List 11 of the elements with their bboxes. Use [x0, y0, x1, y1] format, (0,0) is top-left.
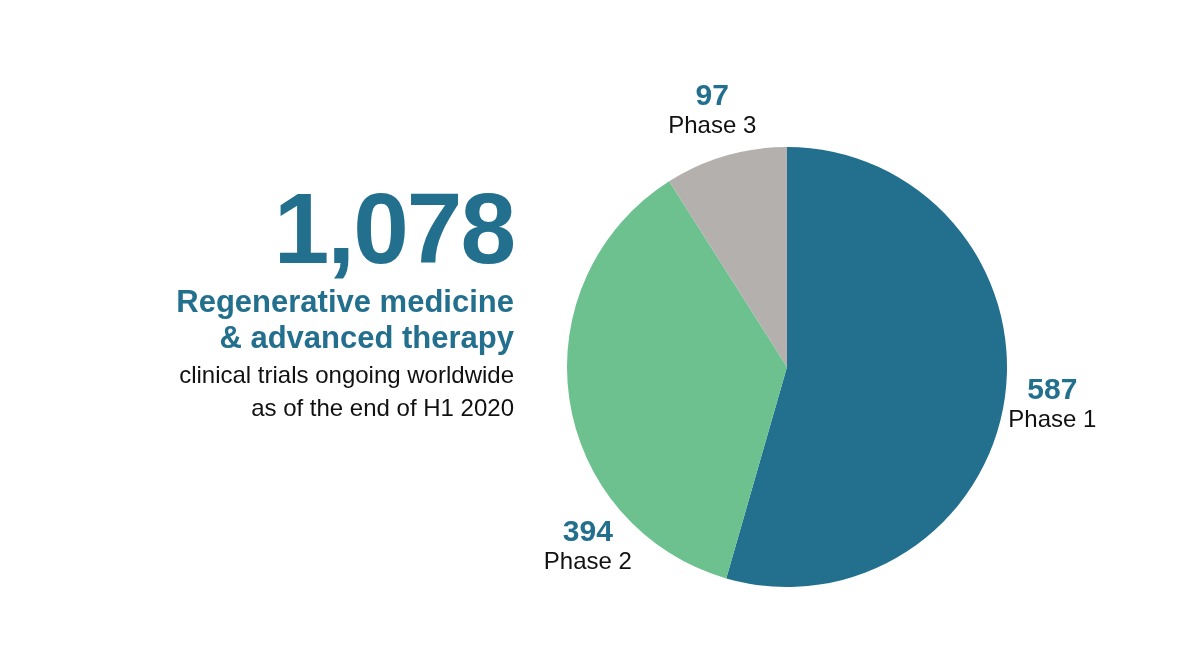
data-label: 97 — [695, 77, 729, 111]
slice-label: Phase 2 — [543, 547, 632, 575]
data-label: 587 — [1027, 372, 1078, 406]
slice-label: Phase 3 — [668, 110, 757, 138]
text: clinical trials ongoing worldwide as of the end of H1 2020 — [178, 360, 514, 423]
data-label: 394 — [562, 514, 614, 548]
slice-label: Phase 1 — [1008, 405, 1097, 433]
text: Regenerative medicine & advanced therapy — [175, 284, 514, 356]
text: 1,078 — [272, 172, 514, 284]
pie-slice — [726, 147, 1007, 587]
pie-slice — [669, 147, 787, 367]
